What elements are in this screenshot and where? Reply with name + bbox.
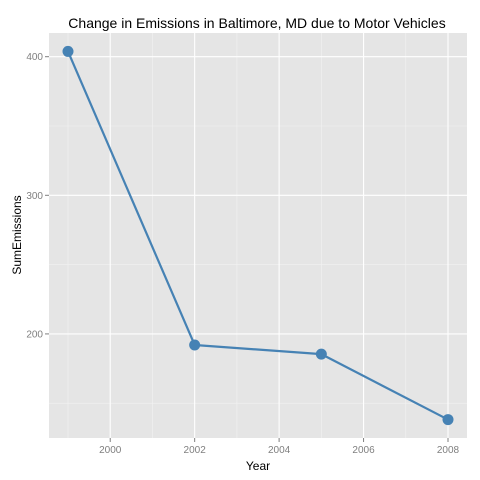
axis-ticks: 2000 2002 2004 2006 2008 200 300 400 (26, 52, 459, 456)
data-point (442, 414, 454, 426)
y-tick-label: 300 (26, 191, 43, 202)
x-tick-label: 2002 (184, 445, 207, 456)
y-axis-label: SumEmissions (10, 195, 24, 274)
data-point (315, 348, 327, 360)
data-series (62, 45, 454, 426)
gridlines (49, 33, 467, 438)
y-tick-label: 200 (26, 329, 43, 340)
y-tick-label: 400 (26, 52, 43, 63)
x-tick-label: 2008 (437, 445, 460, 456)
x-tick-label: 2004 (268, 445, 291, 456)
data-point (189, 339, 201, 351)
chart-title: Change in Emissions in Baltimore, MD due… (68, 15, 445, 31)
data-point (62, 45, 74, 57)
emissions-line (66, 50, 449, 421)
plot-panel (49, 33, 467, 438)
x-tick-label: 2000 (99, 445, 122, 456)
x-axis-label: Year (246, 459, 270, 473)
x-tick-label: 2006 (352, 445, 375, 456)
